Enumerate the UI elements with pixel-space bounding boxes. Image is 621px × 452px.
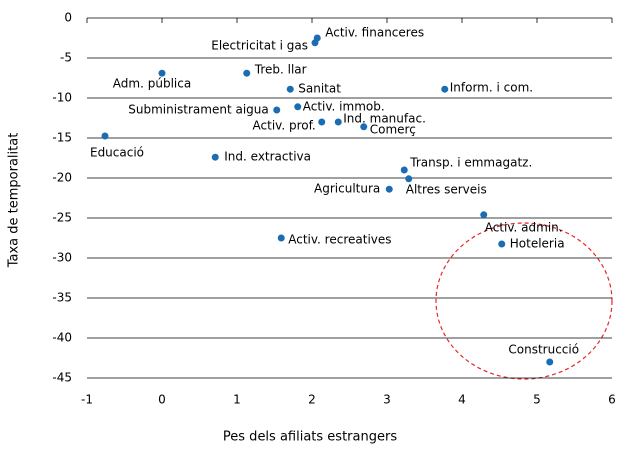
point: [273, 106, 281, 114]
point: [294, 103, 302, 111]
x-axis-label: Pes dels afiliats estrangers: [223, 430, 397, 445]
x-tick-label: 1: [233, 393, 241, 407]
x-tick-label: 5: [533, 393, 541, 407]
point-label: Electricitat i gas: [211, 38, 308, 52]
point-label: Educació: [90, 146, 144, 160]
point-label: Activ. financeres: [325, 26, 424, 40]
y-tick-label: -30: [52, 251, 72, 265]
point-label: Subministrament aigua: [128, 103, 269, 117]
point: [405, 175, 413, 183]
point-label: Transp. i emmagatz.: [409, 156, 532, 170]
point-label: Altres serveis: [406, 182, 487, 196]
point-label: Inform. i com.: [450, 81, 533, 95]
point-label: Comerç: [370, 122, 416, 136]
point-label: Ind. manufac.: [343, 112, 426, 126]
point-label: Activ. prof.: [253, 119, 316, 133]
point: [318, 118, 326, 126]
point-label: Sanitat: [298, 82, 341, 96]
y-tick-label: -10: [52, 91, 72, 105]
point: [286, 85, 294, 93]
point: [334, 118, 342, 126]
point-label: Activ. recreatives: [288, 233, 391, 247]
point-label: Construcció: [508, 343, 579, 357]
point-label: Activ. admin.: [485, 220, 563, 234]
point: [158, 69, 166, 77]
x-tick-label: 4: [458, 393, 466, 407]
y-axis-label: Taxa de temporalitat: [7, 133, 22, 269]
point: [498, 240, 506, 248]
point: [400, 166, 408, 174]
point: [480, 211, 488, 219]
point-label: Adm. pública: [113, 77, 191, 91]
point-label: Agricultura: [314, 182, 380, 196]
point: [211, 153, 219, 161]
point: [546, 358, 554, 366]
highlight-circle: [435, 222, 613, 380]
point: [385, 185, 393, 193]
y-tick-label: -35: [52, 291, 72, 305]
y-tick-label: -25: [52, 211, 72, 225]
y-tick-label: 0: [64, 11, 72, 25]
point: [243, 69, 251, 77]
y-tick-label: -15: [52, 131, 72, 145]
point: [441, 85, 449, 93]
point: [101, 132, 109, 140]
x-tick-label: 3: [383, 393, 391, 407]
y-tick-label: -5: [60, 51, 72, 65]
y-tick-label: -40: [52, 331, 72, 345]
x-tick-label: 2: [308, 393, 316, 407]
point: [311, 39, 319, 47]
point: [360, 123, 368, 131]
point-label: Hoteleria: [510, 237, 565, 251]
x-tick-label: 6: [608, 393, 616, 407]
y-tick-label: -45: [52, 371, 72, 385]
point-label: Treb. llar: [254, 63, 307, 77]
y-tick-label: -20: [52, 171, 72, 185]
x-tick-label: 0: [158, 393, 166, 407]
x-tick-label: -1: [81, 393, 93, 407]
point-label: Activ. immob.: [303, 99, 385, 113]
point: [277, 234, 285, 242]
point-label: Ind. extractiva: [224, 150, 311, 164]
